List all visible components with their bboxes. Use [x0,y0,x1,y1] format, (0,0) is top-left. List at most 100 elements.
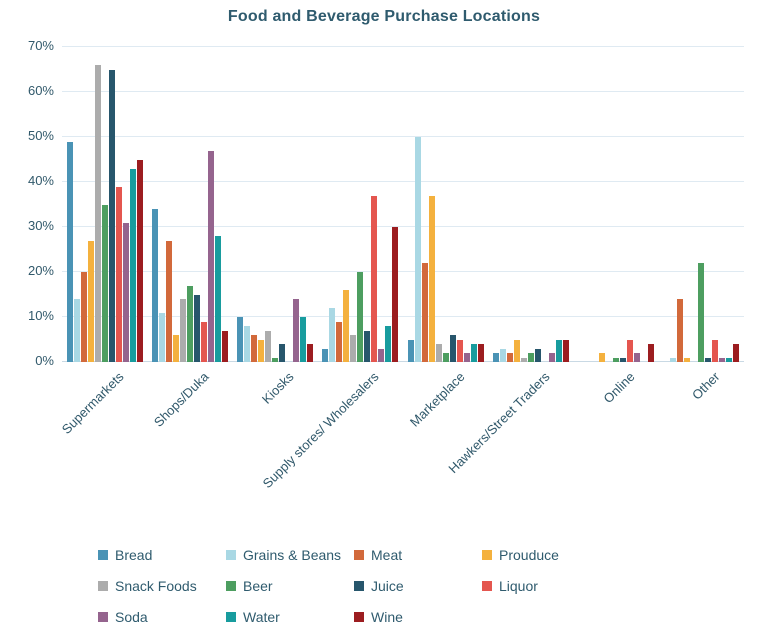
bar [599,353,606,362]
bar [200,321,207,362]
legend-swatch-icon [98,611,108,622]
bar [272,357,279,362]
gridline [62,46,744,47]
bar [179,299,186,362]
legend-item: Snack Foods [98,578,226,594]
bar [101,204,108,362]
legend-label: Juice [371,577,404,594]
bar [407,339,414,362]
chart-title: Food and Beverage Purchase Locations [227,8,541,25]
bar [499,348,506,362]
legend: Bread Grains & Beans Meat Prouduce Snack Foo… [98,539,610,632]
bar-group [147,47,232,362]
bar [613,357,620,362]
bar [620,357,627,362]
bar [670,357,677,362]
y-axis-tick-label: 60% [27,83,54,98]
legend-item: Meat [354,547,482,563]
bar [364,330,371,362]
bar [136,159,143,362]
x-axis-label: Kiosks [259,369,297,407]
gridline [62,136,744,137]
x-axis-label: Supermarkets [58,369,127,437]
bar [506,353,513,362]
legend-item: Grains & Beans [226,547,354,563]
bar [477,344,484,362]
bar [513,339,520,362]
bar [428,195,435,362]
gridline [62,316,744,317]
legend-item: Beer [226,578,354,594]
x-axis-label: Other [689,369,723,403]
bar [94,65,101,362]
bar-group [233,47,318,362]
legend-label: Prouduce [499,546,559,563]
bar [214,236,221,362]
legend-item: Soda [98,609,226,625]
legend-swatch-icon [98,549,108,560]
bar [251,335,258,362]
bar [421,263,428,362]
bar [158,312,165,362]
x-axis-baseline [62,361,744,362]
legend-label: Wine [371,608,403,625]
y-axis-tick-label: 50% [27,128,54,143]
bar [350,335,357,362]
plot-area [62,46,744,362]
bar [548,353,555,362]
legend-item: Prouduce [482,547,610,563]
y-axis-tick-label: 20% [27,263,54,278]
bar [165,240,172,362]
gridline [62,91,744,92]
bar [279,344,286,362]
bar [343,290,350,362]
bar [129,168,136,362]
y-axis-tick-label: 10% [27,308,54,323]
legend-swatch-icon [226,611,236,622]
y-axis-tick-label: 0% [35,353,54,368]
bar [392,227,399,362]
bar-group [62,47,147,362]
bar [336,321,343,362]
legend-swatch-icon [354,611,364,622]
legend-label: Water [243,608,280,625]
legend-item: Bread [98,547,226,563]
bar [293,299,300,362]
gridline [62,226,744,227]
bar [258,339,265,362]
bar [186,285,193,362]
bar-group [318,47,403,362]
y-axis-tick-label: 40% [27,173,54,188]
bar [207,150,214,362]
bar [712,339,719,362]
bar-group [403,47,488,362]
legend-label: Grains & Beans [243,546,342,563]
bar [442,353,449,362]
bar [151,209,158,362]
bar-group [574,47,659,362]
bar [726,357,733,362]
bar [237,317,244,362]
bar [221,330,228,362]
bar [520,357,527,362]
bar [705,357,712,362]
legend-swatch-icon [98,580,108,591]
bar-group [659,47,744,362]
legend-swatch-icon [226,549,236,560]
bar [329,308,336,362]
bar [73,299,80,362]
bar [80,272,87,362]
bar-group [488,47,573,362]
bar [115,186,122,362]
bar [492,353,499,362]
legend-label: Bread [115,546,153,563]
bar [634,353,641,362]
legend-swatch-icon [226,580,236,591]
bar [684,357,691,362]
bar [193,294,200,362]
bar [470,344,477,362]
legend-item: Wine [354,609,482,625]
bar [66,141,73,362]
bar [300,317,307,362]
bar [378,348,385,362]
